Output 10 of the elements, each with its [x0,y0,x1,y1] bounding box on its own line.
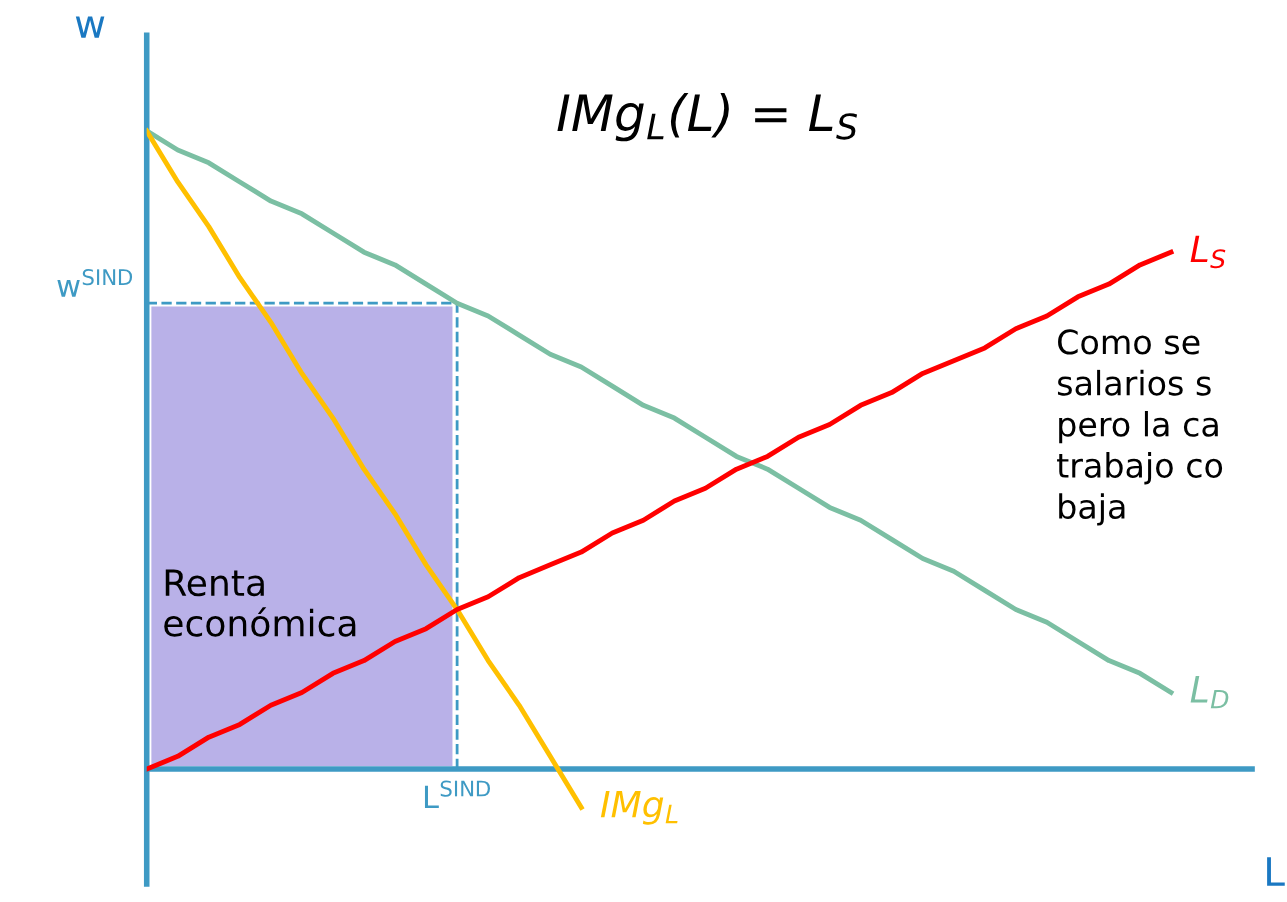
ref-line-label: w$^{SIND}$ [57,269,133,297]
chart-title: IMg$_{L}$(L) = L$_{S}$ [557,93,858,142]
series-label: L$_{S}$ [1190,235,1226,269]
series-label: L$_{D}$ [1190,676,1229,709]
annotation: Como se salarios s pero la ca trabajo co baja [1057,329,1223,526]
x-axis-title: L [1267,857,1285,886]
annotation: Renta económica [164,569,356,637]
annotation: L$^{SIND}$ [424,780,491,809]
series-label: IMg$_{L}$ [600,790,678,825]
y-axis-title: w [75,16,105,38]
